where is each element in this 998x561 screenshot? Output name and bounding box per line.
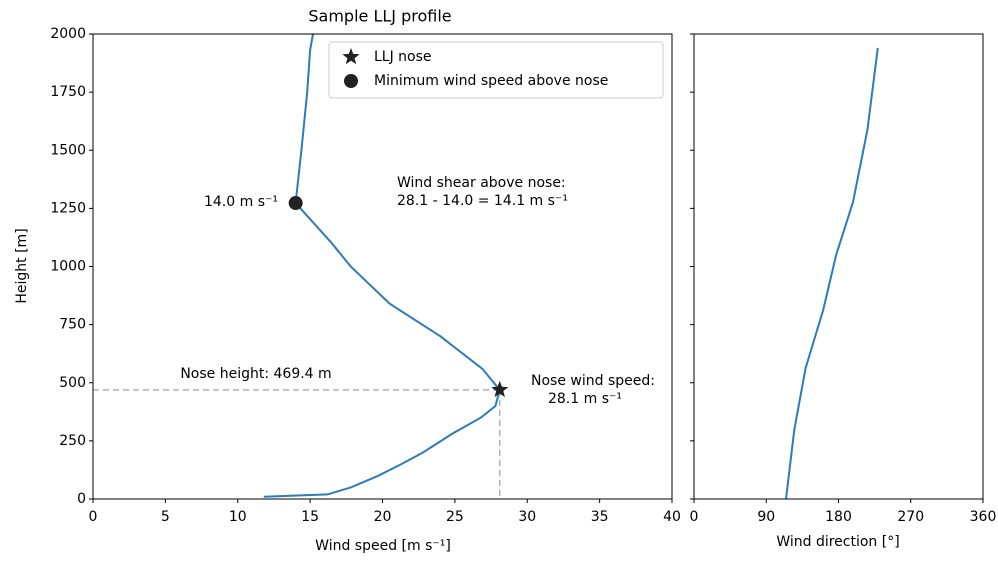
data-line xyxy=(785,47,879,500)
y-tick-label: 1500 xyxy=(50,142,86,158)
x-axis-label: Wind direction [°] xyxy=(776,534,899,550)
x-tick-label: 30 xyxy=(518,509,536,525)
legend-label: LLJ nose xyxy=(374,49,432,65)
circle-marker xyxy=(288,196,303,211)
legend-box xyxy=(328,41,664,99)
x-tick-label: 25 xyxy=(446,509,464,525)
annotation: 14.0 m s⁻¹ xyxy=(204,194,278,210)
y-tick-label: 1000 xyxy=(50,259,86,275)
x-tick-label: 270 xyxy=(897,509,924,525)
circle-marker xyxy=(344,74,358,88)
x-tick-label: 5 xyxy=(161,509,170,525)
y-tick-label: 750 xyxy=(59,317,86,333)
x-tick-label: 180 xyxy=(825,509,852,525)
x-tick-label: 15 xyxy=(301,509,319,525)
star-marker xyxy=(491,380,509,398)
chart-title: Sample LLJ profile xyxy=(308,7,451,26)
annotation: Nose wind speed: xyxy=(531,373,655,389)
x-tick-label: 360 xyxy=(970,509,997,525)
annotation: Nose height: 469.4 m xyxy=(180,366,331,382)
annotation: 28.1 m s⁻¹ xyxy=(548,391,622,407)
x-tick-label: 0 xyxy=(690,509,699,525)
y-tick-label: 2000 xyxy=(50,26,86,42)
x-tick-label: 40 xyxy=(663,509,681,525)
x-tick-label: 0 xyxy=(89,509,98,525)
star-marker xyxy=(342,48,360,65)
x-tick-label: 10 xyxy=(229,509,247,525)
axes-frame xyxy=(92,33,673,500)
axes-frame xyxy=(693,33,984,500)
y-tick-label: 1250 xyxy=(50,200,86,216)
y-tick-label: 250 xyxy=(59,433,86,449)
y-axis-label: Height [m] xyxy=(14,228,30,303)
data-line xyxy=(263,33,501,498)
y-tick-label: 500 xyxy=(59,375,86,391)
annotation: 28.1 - 14.0 = 14.1 m s⁻¹ xyxy=(397,193,568,209)
x-tick-label: 90 xyxy=(757,509,775,525)
legend-label: Minimum wind speed above nose xyxy=(374,73,608,89)
x-tick-label: 20 xyxy=(374,509,392,525)
y-tick-label: 0 xyxy=(77,491,86,507)
annotation: Wind shear above nose: xyxy=(397,175,566,191)
y-tick-label: 1750 xyxy=(50,84,86,100)
x-tick-label: 35 xyxy=(591,509,609,525)
x-axis-label: Wind speed [m s⁻¹] xyxy=(315,538,451,554)
